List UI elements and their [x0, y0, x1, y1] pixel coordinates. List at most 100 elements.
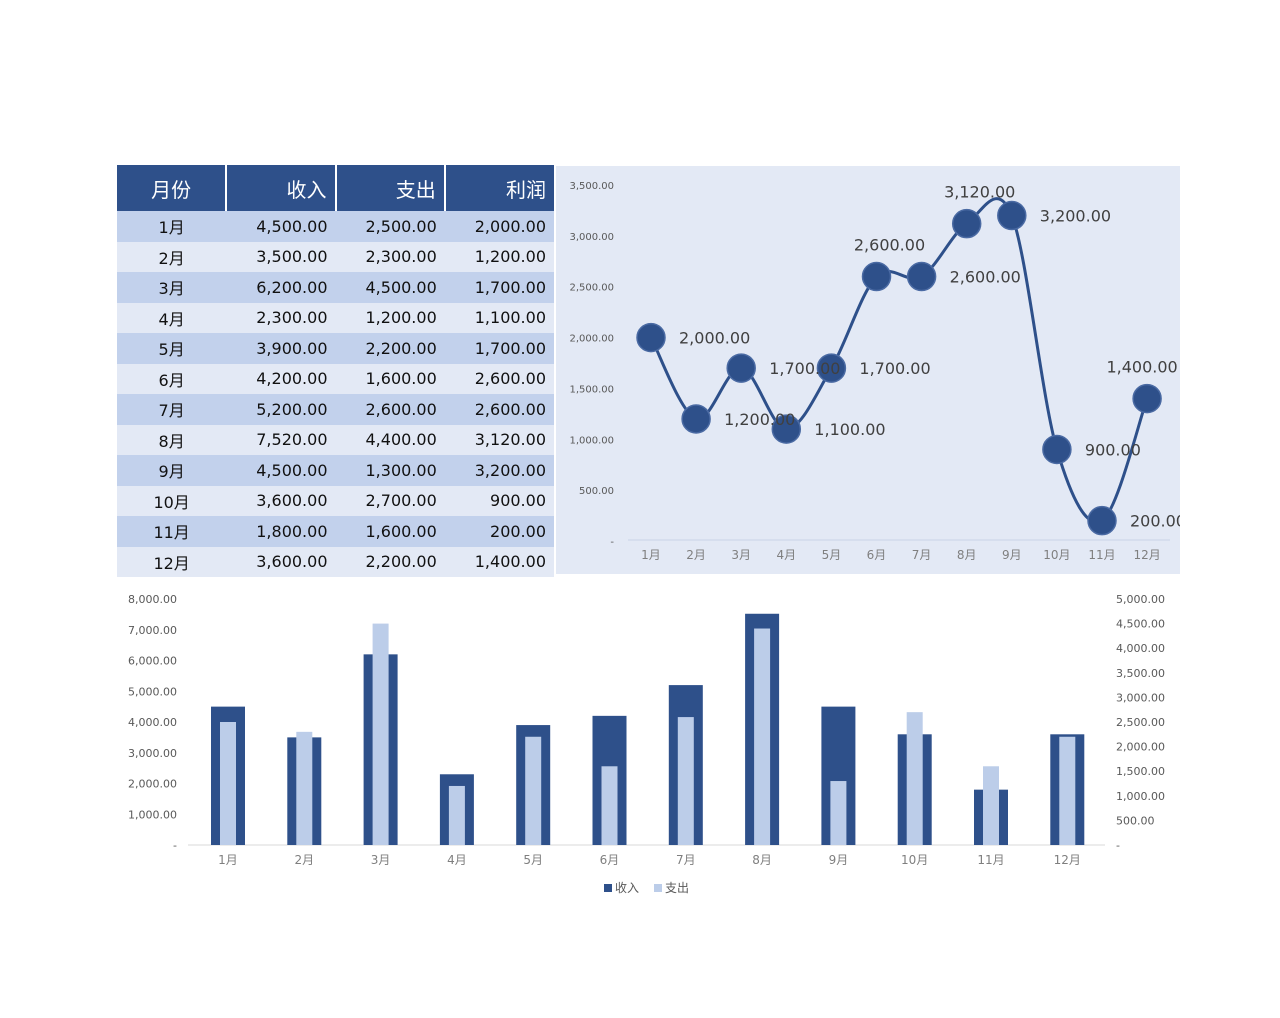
cell-profit: 2,600.00	[444, 363, 554, 394]
cell-expense: 1,300.00	[335, 455, 445, 486]
cell-income: 4,500.00	[226, 455, 336, 486]
y-tick-label-right: 4,500.00	[1116, 618, 1165, 631]
cell-month: 9月	[117, 455, 227, 486]
y-tick-label-right: 1,500.00	[1116, 765, 1165, 778]
cell-expense: 4,400.00	[335, 424, 445, 455]
cell-month: 11月	[117, 516, 227, 547]
expense-bar	[525, 736, 542, 845]
cell-month: 10月	[117, 485, 227, 516]
cell-profit: 900.00	[444, 485, 554, 516]
x-tick-label: 3月	[731, 548, 751, 562]
x-tick-label: 4月	[776, 548, 796, 562]
data-label: 1,700.00	[769, 359, 840, 378]
y-tick-label-right: 3,500.00	[1116, 667, 1165, 680]
cell-profit: 1,700.00	[444, 333, 554, 364]
y-tick-label-left: 5,000.00	[128, 685, 177, 698]
y-tick-label-right: 5,000.00	[1116, 593, 1165, 606]
y-tick-label-right: 3,000.00	[1116, 691, 1165, 704]
y-tick-label-left: -	[173, 839, 177, 852]
data-label: 3,200.00	[1040, 207, 1111, 226]
x-tick-label: 2月	[686, 548, 706, 562]
x-tick-label: 1月	[641, 548, 661, 562]
table-row: 12月 3,600.00 2,200.00 1,400.00	[117, 546, 554, 577]
data-point	[771, 414, 802, 444]
table-row: 9月 4,500.00 1,300.00 3,200.00	[117, 455, 554, 486]
cell-month: 6月	[117, 363, 227, 394]
cell-profit: 1,200.00	[444, 241, 554, 272]
x-tick-label: 12月	[1054, 853, 1081, 867]
table-row: 6月 4,200.00 1,600.00 2,600.00	[117, 363, 554, 394]
cell-month: 5月	[117, 333, 227, 364]
cell-profit: 1,700.00	[444, 272, 554, 303]
legend: 收入 支出	[604, 881, 689, 895]
y-tick-label-left: 3,000.00	[128, 747, 177, 760]
expense-bar	[220, 722, 236, 845]
x-tick-label: 7月	[676, 853, 696, 867]
cell-income: 3,900.00	[226, 333, 336, 364]
cell-month: 7月	[117, 394, 227, 425]
expense-bar	[601, 766, 618, 845]
y-tick-label: 3,000.00	[569, 232, 614, 243]
cell-month: 1月	[117, 211, 227, 242]
cell-profit: 200.00	[444, 516, 554, 547]
cell-expense: 2,600.00	[335, 394, 445, 425]
x-tick-label: 6月	[867, 548, 887, 562]
header-month: 月份	[117, 165, 228, 211]
data-label: 2,600.00	[854, 236, 925, 255]
cell-income: 2,300.00	[226, 302, 336, 333]
data-point	[1132, 383, 1162, 414]
cell-expense: 2,300.00	[335, 241, 445, 272]
data-point	[1087, 505, 1117, 536]
x-tick-label: 6月	[600, 853, 620, 867]
profit-line-chart: - 500.00 1,000.00 1,500.00 2,000.00 2,500.00 3…	[556, 166, 1180, 574]
cell-income: 4,500.00	[226, 211, 336, 242]
y-tick-label-left: 1,000.00	[128, 808, 177, 821]
y-tick-label: 1,000.00	[569, 435, 614, 446]
cell-month: 4月	[117, 302, 227, 333]
cell-income: 1,800.00	[226, 516, 336, 547]
y-tick-label: 2,500.00	[569, 283, 614, 294]
data-point	[636, 322, 666, 353]
data-label: 1,100.00	[814, 420, 885, 439]
data-point	[906, 261, 937, 292]
table-header-row: 月份 收入 支出 利润	[117, 165, 554, 211]
legend-label-expense: 支出	[665, 881, 689, 895]
expense-bar	[677, 717, 694, 845]
data-label: 3,120.00	[944, 183, 1015, 202]
data-label: 1,400.00	[1106, 358, 1177, 377]
x-tick-label: 9月	[1002, 548, 1022, 562]
expense-bar	[906, 712, 923, 845]
x-tick-label: 11月	[977, 853, 1004, 867]
cell-expense: 2,700.00	[335, 485, 445, 516]
expense-bar	[296, 731, 313, 845]
table-row: 4月 2,300.00 1,200.00 1,100.00	[117, 302, 554, 333]
x-tick-label: 2月	[294, 853, 314, 867]
y-tick-label-right: 1,000.00	[1116, 790, 1165, 803]
cell-expense: 1,600.00	[335, 516, 445, 547]
y-tick-label-left: 7,000.00	[128, 624, 177, 637]
expense-bar	[754, 628, 771, 845]
data-label: 200.00	[1130, 512, 1180, 531]
table-row: 2月 3,500.00 2,300.00 1,200.00	[117, 241, 554, 272]
data-label: 2,000.00	[679, 329, 750, 348]
y-tick-label: 500.00	[579, 486, 614, 497]
data-point	[816, 353, 847, 383]
data-label: 1,200.00	[724, 410, 795, 429]
x-tick-label: 7月	[912, 548, 932, 562]
cell-income: 7,520.00	[226, 424, 336, 455]
y-tick-label: 1,500.00	[569, 384, 614, 395]
data-label: 2,600.00	[950, 268, 1021, 287]
cell-expense: 1,600.00	[335, 363, 445, 394]
legend-swatch-income	[604, 884, 612, 892]
cell-income: 3,500.00	[226, 241, 336, 272]
expense-bar	[448, 785, 465, 845]
data-point	[1042, 434, 1072, 465]
data-point	[681, 404, 711, 434]
x-tick-label: 9月	[829, 853, 849, 867]
x-tick-label: 8月	[752, 853, 772, 867]
y-tick-label-left: 6,000.00	[128, 655, 177, 668]
x-tick-label: 5月	[523, 853, 543, 867]
cell-profit: 2,600.00	[444, 394, 554, 425]
cell-income: 3,600.00	[226, 485, 336, 516]
cell-month: 3月	[117, 272, 227, 303]
